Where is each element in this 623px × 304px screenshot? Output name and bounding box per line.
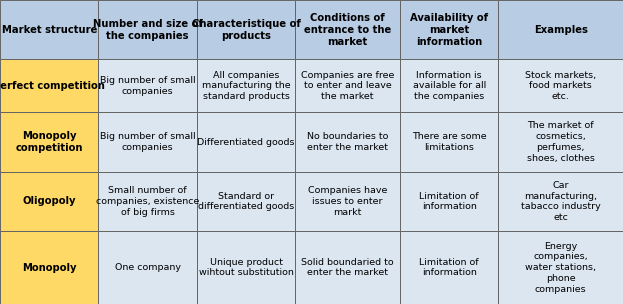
Text: Unique product
wihtout substitution: Unique product wihtout substitution [199, 258, 293, 277]
Text: Small number of
companies, existence
of big firms: Small number of companies, existence of … [96, 186, 199, 217]
Bar [400, 59, 498, 112]
Bar [498, 172, 623, 231]
Bar [0, 0, 98, 59]
Bar [400, 0, 498, 59]
Bar [498, 59, 623, 112]
Text: Big number of small
companies: Big number of small companies [100, 132, 196, 152]
Text: Conditions of
entrance to the
market: Conditions of entrance to the market [304, 13, 391, 47]
Text: Big number of small
companies: Big number of small companies [100, 76, 196, 96]
Bar [98, 0, 197, 59]
Bar [197, 112, 295, 172]
Bar [400, 172, 498, 231]
Text: Market structure: Market structure [1, 25, 97, 35]
Bar [498, 231, 623, 304]
Text: Perfect competition: Perfect competition [0, 81, 105, 91]
Bar [197, 231, 295, 304]
Text: Monopoly
competition: Monopoly competition [16, 131, 83, 153]
Bar [0, 112, 98, 172]
Text: There are some
limitations: There are some limitations [412, 132, 487, 152]
Text: Number and size of
the companies: Number and size of the companies [93, 19, 202, 41]
Text: Car
manufacturing,
tabacco industry
etc: Car manufacturing, tabacco industry etc [521, 181, 601, 222]
Bar [295, 172, 400, 231]
Bar [98, 172, 197, 231]
Text: Oligopoly: Oligopoly [22, 196, 76, 206]
Text: Companies are free
to enter and leave
the market: Companies are free to enter and leave th… [301, 71, 394, 101]
Bar [498, 112, 623, 172]
Text: Solid boundaried to
enter the market: Solid boundaried to enter the market [302, 258, 394, 277]
Text: Information is
available for all
the companies: Information is available for all the com… [412, 71, 486, 101]
Bar [295, 231, 400, 304]
Text: Characteristique of
products: Characteristique of products [192, 19, 300, 41]
Text: Availability of
market
information: Availability of market information [410, 13, 488, 47]
Bar [197, 0, 295, 59]
Text: Standard or
differentiated goods: Standard or differentiated goods [198, 192, 294, 211]
Bar [197, 172, 295, 231]
Bar [98, 231, 197, 304]
Bar [0, 231, 98, 304]
Bar [98, 59, 197, 112]
Text: Limitation of
information: Limitation of information [419, 258, 479, 277]
Bar [295, 0, 400, 59]
Text: Limitation of
information: Limitation of information [419, 192, 479, 211]
Text: Differentiated goods: Differentiated goods [197, 138, 295, 147]
Text: Energy
companies,
water stations,
phone
companies: Energy companies, water stations, phone … [525, 241, 596, 294]
Bar [0, 172, 98, 231]
Text: Companies have
issues to enter
markt: Companies have issues to enter markt [308, 186, 388, 217]
Bar [400, 231, 498, 304]
Bar [295, 112, 400, 172]
Text: The market of
cosmetics,
perfumes,
shoes, clothes: The market of cosmetics, perfumes, shoes… [527, 122, 594, 163]
Text: Stock markets,
food markets
etc.: Stock markets, food markets etc. [525, 71, 596, 101]
Text: Monopoly: Monopoly [22, 263, 77, 272]
Bar [0, 59, 98, 112]
Text: Examples: Examples [534, 25, 587, 35]
Bar [98, 112, 197, 172]
Text: All companies
manufacturing the
standard products: All companies manufacturing the standard… [202, 71, 290, 101]
Bar [197, 59, 295, 112]
Text: One company: One company [115, 263, 181, 272]
Bar [295, 59, 400, 112]
Bar [400, 112, 498, 172]
Text: No boundaries to
enter the market: No boundaries to enter the market [307, 132, 388, 152]
Bar [498, 0, 623, 59]
